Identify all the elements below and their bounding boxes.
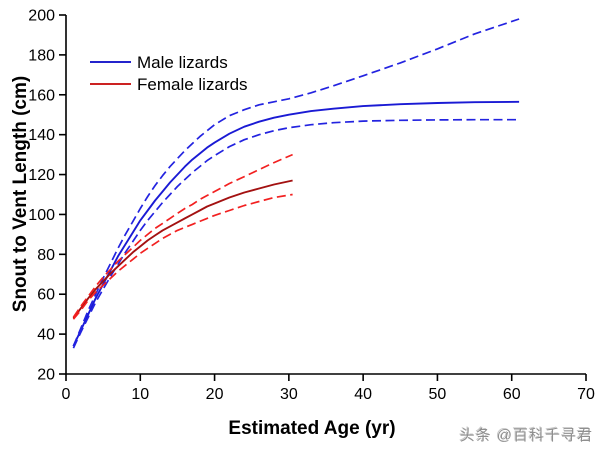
- x-tick-label: 50: [429, 386, 447, 403]
- y-tick-label: 20: [37, 367, 55, 384]
- male-lower-dashed-line: [72, 118, 520, 349]
- x-tick-label: 20: [206, 386, 224, 403]
- y-tick-label: 60: [37, 287, 55, 304]
- y-tick-label: 120: [28, 167, 55, 184]
- x-tick-label: 70: [577, 386, 595, 403]
- watermark: 头条 @百科千寻君: [459, 427, 593, 444]
- female-lower-dashed-line: [72, 193, 293, 320]
- female-mean-line: [72, 179, 293, 319]
- male-legend-label: Male lizards: [137, 53, 228, 72]
- x-tick-label: 10: [131, 386, 149, 403]
- x-axis-title: Estimated Age (yr): [228, 418, 396, 439]
- y-tick-label: 100: [28, 207, 55, 224]
- x-tick-label: 30: [280, 386, 298, 403]
- female-legend-line-swatch: [90, 83, 131, 85]
- y-tick-label: 200: [28, 8, 55, 25]
- x-tick-label: 60: [503, 386, 521, 403]
- y-tick-label: 40: [37, 327, 55, 344]
- male-mean-line: [72, 100, 520, 347]
- y-tick-label: 140: [28, 127, 55, 144]
- male-legend-line-swatch: [90, 61, 131, 63]
- female-upper-dashed-line: [72, 153, 293, 318]
- x-tick-label: 40: [354, 386, 372, 403]
- male-upper-dashed-line: [72, 18, 520, 347]
- y-tick-label: 160: [28, 87, 55, 104]
- y-tick-label: 80: [37, 247, 55, 264]
- y-axis-title: Snout to Vent Length (cm): [10, 75, 31, 313]
- y-tick-label: 180: [28, 47, 55, 64]
- x-tick-label: 0: [62, 386, 71, 403]
- female-legend-label: Female lizards: [137, 75, 248, 94]
